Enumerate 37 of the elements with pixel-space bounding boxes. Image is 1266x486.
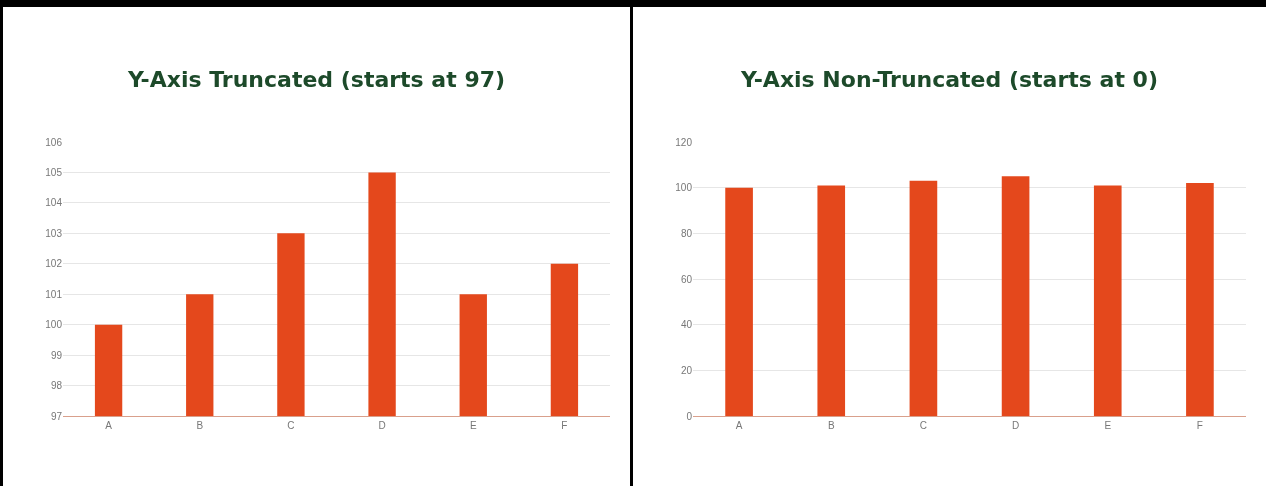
y-tick-label: 20 — [680, 364, 693, 376]
x-tick-label: E — [469, 420, 477, 431]
x-tick-label: F — [1196, 420, 1203, 431]
y-tick-label: 102 — [45, 258, 63, 270]
y-tick-label: 100 — [675, 182, 693, 194]
bar — [1001, 176, 1030, 416]
bar — [909, 180, 938, 416]
bar — [1186, 183, 1214, 416]
bar — [725, 187, 753, 416]
y-tick-label: 103 — [45, 227, 63, 239]
y-tick-label: 98 — [50, 380, 63, 392]
chart-title: Y-Axis Non-Truncated (starts at 0) — [740, 66, 1158, 92]
y-tick-label: 0 — [686, 410, 693, 422]
y-tick-label: 80 — [680, 227, 693, 239]
bar — [1093, 185, 1122, 416]
x-tick-label: F — [561, 420, 568, 431]
chart-title: Y-Axis Truncated (starts at 97) — [126, 66, 506, 92]
y-tick-label: 105 — [45, 166, 63, 178]
x-tick-label: D — [1011, 420, 1020, 431]
x-tick-label: C — [919, 420, 928, 431]
y-tick-label: 101 — [45, 288, 63, 300]
x-tick-label: C — [287, 420, 295, 431]
y-tick-label: 97 — [50, 410, 63, 422]
x-tick-label: A — [735, 420, 743, 431]
y-tick-label: 104 — [45, 197, 63, 209]
bar — [817, 185, 846, 416]
x-tick-label: A — [105, 420, 113, 431]
y-tick-label: 120 — [675, 136, 693, 148]
y-tick-label: 106 — [45, 136, 63, 148]
x-tick-label: B — [827, 420, 835, 431]
x-tick-label: D — [378, 420, 386, 431]
y-tick-label: 40 — [680, 319, 693, 331]
y-tick-label: 60 — [680, 273, 693, 285]
y-tick-label: 100 — [45, 319, 63, 331]
x-tick-label: B — [196, 420, 204, 431]
y-tick-label: 99 — [50, 349, 63, 361]
x-tick-label: E — [1104, 420, 1112, 431]
